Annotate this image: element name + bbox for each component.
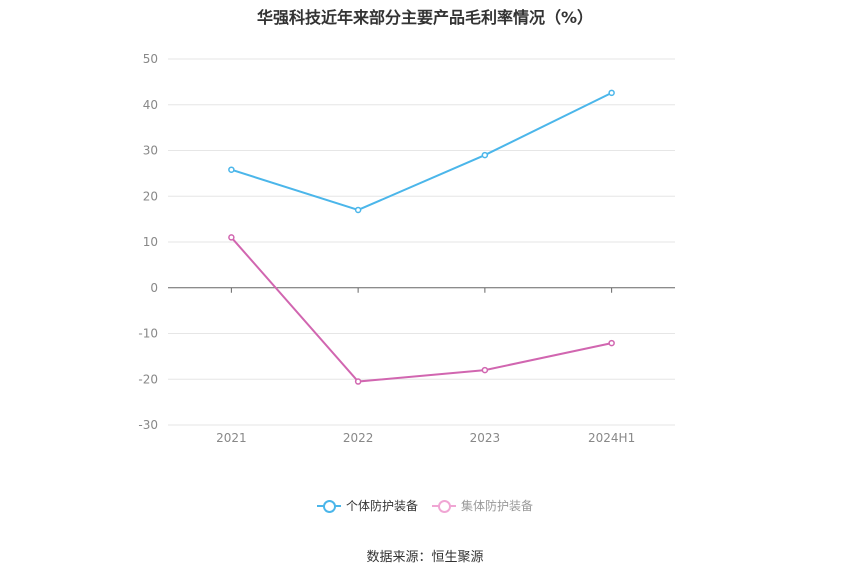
data-point-0-3 [608,89,615,97]
legend-item-individual-protection[interactable]: 个体防护装备 [316,497,418,514]
legend-item-collective-protection[interactable]: 集体防护装备 [432,497,533,514]
series-line-1 [230,236,612,383]
x-tick-label: 2024H1 [588,431,635,445]
y-axis: -30 -20 -10 0 10 20 30 40 50 [138,52,158,432]
data-point-1-0 [228,234,235,241]
y-tick-label: 50 [143,52,158,66]
grid-lines [168,58,675,426]
x-tick-label: 2022 [343,431,374,445]
data-point-0-2 [481,151,489,159]
y-tick-label: -20 [138,372,158,386]
y-tick-label: -30 [138,418,158,432]
series-line-0 [231,91,613,212]
legend-label: 个体防护装备 [345,499,418,513]
chart-title: 华强科技近年来部分主要产品毛利率情况（%） [256,8,594,27]
y-tick-label: 40 [143,98,158,112]
y-tick-label: 30 [143,144,158,158]
data-point-1-3 [608,339,615,347]
data-point-1-1 [354,378,362,385]
data-point-0-0 [228,166,235,173]
series-layer [228,89,615,385]
x-tick-label: 2023 [470,431,501,445]
legend-line-circle-icon [432,499,456,513]
y-tick-label: 10 [143,235,158,249]
legend: 个体防护装备 集体防护装备 [0,497,850,514]
y-tick-label: -10 [138,327,158,341]
legend-line-circle-icon [316,499,341,513]
y-tick-label: 0 [150,281,158,295]
data-point-1-2 [481,366,489,374]
x-tick-label: 2021 [216,431,247,445]
y-tick-label: 20 [143,189,158,203]
data-source: 数据来源：恒生聚源 [366,550,484,565]
legend-label: 集体防护装备 [461,499,534,513]
line-chart: -30 -20 -10 0 10 20 30 40 50 2021 2022 2023 2024H1 [138,52,675,445]
data-point-0-1 [354,206,362,214]
x-axis: 2021 2022 2023 2024H1 [168,287,675,445]
